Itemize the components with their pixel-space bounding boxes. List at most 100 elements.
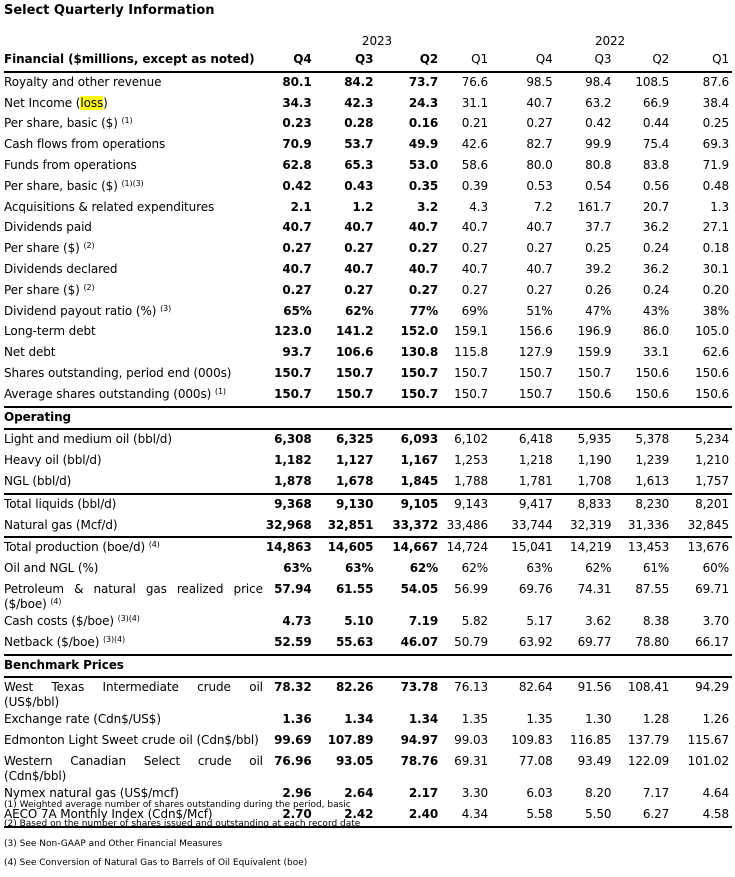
row-label-text: Petroleum & natural gas realized price (… <box>4 581 263 611</box>
cell-value: 91.56 <box>577 680 612 695</box>
cell-value: 1,878 <box>274 473 312 488</box>
cell-value: 105.0 <box>695 324 729 339</box>
row-label: Net debt <box>4 343 266 364</box>
row-label: Average shares outstanding (000s) (1) <box>4 385 266 407</box>
cell-value: 3.30 <box>461 785 489 800</box>
cell-value: 80.8 <box>585 157 612 172</box>
quarter-header: Q1 <box>441 50 492 73</box>
row-label: Funds from operations <box>4 156 266 177</box>
cell-value: 39.2 <box>585 261 612 276</box>
cell-value: 4.64 <box>702 785 729 800</box>
cell-value: 51% <box>526 303 553 318</box>
cell-value: 8,201 <box>672 492 732 516</box>
footnote-ref: (2) <box>83 241 95 251</box>
cell-value: 1.35 <box>526 712 553 727</box>
cell-value: 70.9 <box>282 137 312 152</box>
cell-value: 47% <box>585 303 612 318</box>
cell-value: 38% <box>702 303 729 318</box>
cell-value: 55.63 <box>335 634 374 649</box>
cell-value: 69.31 <box>454 753 489 768</box>
cell-value: 61% <box>642 561 670 576</box>
cell-value: 1,218 <box>518 453 553 468</box>
cell-value: 5.17 <box>526 613 553 628</box>
cell-value: 63.92 <box>518 634 553 649</box>
row-label: Heavy oil (bbl/d) <box>4 451 266 472</box>
cell-value: 0.27 <box>408 282 439 297</box>
cell-value: 49.9 <box>408 137 439 152</box>
cell-value: 40.7 <box>408 261 439 276</box>
cell-value: 116.85 <box>570 733 612 748</box>
cell-value: 150.7 <box>518 386 553 401</box>
cell-value: 1,253 <box>454 453 489 468</box>
cell-value: 152.0 <box>400 324 439 339</box>
row-label-text: Oil and NGL (%) <box>4 561 99 576</box>
cell-value: 34.3 <box>282 95 312 110</box>
cell-value: 84.2 <box>344 74 374 89</box>
row-label-text: Dividends paid <box>4 220 92 235</box>
cell-value: 150.7 <box>400 365 439 380</box>
cell-value: 36.2 <box>642 261 670 276</box>
cell-value: 2.42 <box>314 804 377 828</box>
table-row: Funds from operations 62.8 65.3 53.0 58.6 80.… <box>4 156 732 177</box>
cell-value: 150.7 <box>400 386 439 401</box>
row-label: Netback ($/boe) (3)(4) <box>4 633 266 655</box>
cell-value: 63% <box>344 561 374 576</box>
row-label-text: Per share ($) <box>4 241 80 256</box>
cell-value: 1,678 <box>335 473 374 488</box>
cell-value: 1,190 <box>577 453 612 468</box>
cell-value: 150.7 <box>335 365 374 380</box>
cell-value: 94.29 <box>695 680 729 695</box>
cell-value: 6,308 <box>274 432 312 447</box>
row-label-text: Netback ($/boe) <box>4 634 100 649</box>
cell-value: 63.2 <box>585 95 612 110</box>
cell-value: 0.27 <box>344 241 374 256</box>
cell-value: 40.7 <box>526 261 553 276</box>
row-label-text: Funds from operations <box>4 157 137 172</box>
cell-value: 62.6 <box>702 345 729 360</box>
cell-value: 33.1 <box>642 345 670 360</box>
cell-value: 8,230 <box>614 492 673 516</box>
footnote-ref: (4) <box>50 596 62 606</box>
cell-value: 6,093 <box>400 432 439 447</box>
cell-value: 0.28 <box>344 116 374 131</box>
column-header-row: Financial ($millions, except as noted) Q4… <box>4 50 732 73</box>
row-label-text: Shares outstanding, period end (000s) <box>4 365 232 380</box>
cell-value: 73.7 <box>408 74 439 89</box>
table-row: Western Canadian Select crude oil (Cdn$/… <box>4 752 732 784</box>
cell-value: 0.18 <box>702 241 729 256</box>
cell-value: 33,486 <box>446 517 489 532</box>
cell-value: 3.2 <box>417 199 439 214</box>
cell-value: 5.50 <box>555 804 615 828</box>
cell-value: 2.40 <box>376 804 442 828</box>
cell-value: 27.1 <box>702 220 729 235</box>
cell-value: 1,613 <box>635 473 670 488</box>
row-label: Edmonton Light Sweet crude oil (Cdn$/bbl… <box>4 731 266 752</box>
cell-value: 42.3 <box>344 95 374 110</box>
cell-value: 4.73 <box>282 613 312 628</box>
cell-value: 6,325 <box>335 432 374 447</box>
section-header: Benchmark Prices <box>4 653 732 679</box>
cell-value: 40.7 <box>282 261 312 276</box>
cell-value: 0.39 <box>461 178 489 193</box>
cell-value: 77% <box>409 303 439 318</box>
cell-value: 40.7 <box>526 95 553 110</box>
quarter-header: Q2 <box>376 50 442 73</box>
cell-value: 82.64 <box>518 680 553 695</box>
table-row: Dividend payout ratio (%) (3) 65% 62% 77% 69… <box>4 302 732 323</box>
row-label-text: Western Canadian Select crude oil (Cdn$/… <box>4 753 263 783</box>
row-label: Petroleum & natural gas realized price (… <box>4 580 266 612</box>
cell-value: 150.7 <box>518 365 553 380</box>
cell-value: 40.7 <box>526 220 553 235</box>
cell-value: 150.6 <box>635 365 670 380</box>
cell-value: 2.64 <box>344 785 374 800</box>
row-label-text: Average shares outstanding (000s) <box>4 386 212 401</box>
cell-value: 150.7 <box>577 365 612 380</box>
cell-value: 3.70 <box>702 613 729 628</box>
cell-value: 66.17 <box>695 634 729 649</box>
cell-value: 0.21 <box>461 116 489 131</box>
cell-value: 101.02 <box>687 753 729 768</box>
footnote-ref: (1) <box>121 116 133 126</box>
row-label-text: Net Income ( <box>4 95 81 110</box>
row-label-text: Exchange rate (Cdn$/US$) <box>4 712 161 727</box>
cell-value: 2.96 <box>282 785 312 800</box>
